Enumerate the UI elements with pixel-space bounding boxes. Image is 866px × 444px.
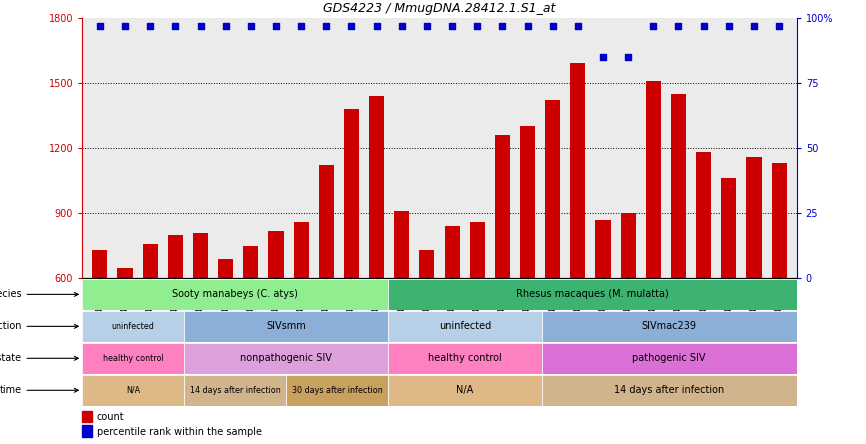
Text: species: species bbox=[0, 289, 78, 299]
Point bbox=[345, 22, 359, 29]
Text: percentile rank within the sample: percentile rank within the sample bbox=[97, 427, 262, 437]
Text: infection: infection bbox=[0, 321, 78, 331]
Bar bbox=[118, 268, 132, 278]
Bar bbox=[294, 222, 308, 278]
Point bbox=[370, 22, 384, 29]
Bar bbox=[389, 343, 541, 374]
Text: SIVsmm: SIVsmm bbox=[267, 321, 307, 331]
Bar bbox=[541, 343, 797, 374]
Point bbox=[546, 22, 559, 29]
Bar bbox=[268, 230, 283, 278]
Bar bbox=[184, 311, 389, 342]
Text: uninfected: uninfected bbox=[439, 321, 491, 331]
Text: Rhesus macaques (M. mulatta): Rhesus macaques (M. mulatta) bbox=[516, 289, 669, 299]
Bar bbox=[389, 311, 541, 342]
Bar bbox=[82, 279, 389, 310]
Text: 14 days after infection: 14 days after infection bbox=[614, 385, 724, 395]
Bar bbox=[469, 222, 485, 278]
Text: N/A: N/A bbox=[126, 386, 140, 395]
Bar bbox=[82, 343, 184, 374]
Text: count: count bbox=[97, 412, 124, 422]
Text: healthy control: healthy control bbox=[103, 354, 164, 363]
Point bbox=[219, 22, 233, 29]
Point bbox=[93, 22, 107, 29]
Bar bbox=[696, 152, 711, 278]
Bar bbox=[82, 411, 92, 423]
Point bbox=[722, 22, 736, 29]
Bar bbox=[193, 233, 208, 278]
Bar bbox=[571, 63, 585, 278]
Point bbox=[571, 22, 585, 29]
Text: pathogenic SIV: pathogenic SIV bbox=[632, 353, 706, 363]
Bar bbox=[721, 178, 736, 278]
Bar bbox=[596, 220, 611, 278]
Bar bbox=[369, 96, 385, 278]
Point bbox=[320, 22, 333, 29]
Bar bbox=[621, 213, 636, 278]
Bar bbox=[82, 375, 184, 406]
Point bbox=[420, 22, 434, 29]
Bar bbox=[541, 375, 797, 406]
Bar bbox=[344, 109, 359, 278]
Text: nonpathogenic SIV: nonpathogenic SIV bbox=[241, 353, 333, 363]
Bar bbox=[746, 157, 761, 278]
Bar bbox=[541, 311, 797, 342]
Point bbox=[395, 22, 409, 29]
Bar bbox=[243, 246, 258, 278]
Text: N/A: N/A bbox=[456, 385, 474, 395]
Text: time: time bbox=[0, 385, 78, 395]
Title: GDS4223 / MmugDNA.28412.1.S1_at: GDS4223 / MmugDNA.28412.1.S1_at bbox=[323, 2, 556, 15]
Text: 30 days after infection: 30 days after infection bbox=[292, 386, 383, 395]
Bar bbox=[82, 425, 92, 437]
Bar bbox=[319, 166, 333, 278]
Point bbox=[596, 53, 610, 60]
Bar bbox=[82, 311, 184, 342]
Bar bbox=[389, 279, 797, 310]
Point bbox=[621, 53, 635, 60]
Bar bbox=[772, 163, 786, 278]
Bar bbox=[520, 127, 535, 278]
Point bbox=[118, 22, 132, 29]
Bar bbox=[419, 250, 435, 278]
Point bbox=[470, 22, 484, 29]
Point bbox=[495, 22, 509, 29]
Bar bbox=[546, 100, 560, 278]
Text: SIVmac239: SIVmac239 bbox=[642, 321, 696, 331]
Bar bbox=[646, 81, 661, 278]
Bar bbox=[184, 375, 287, 406]
Point bbox=[747, 22, 761, 29]
Point bbox=[646, 22, 660, 29]
Point bbox=[697, 22, 711, 29]
Bar bbox=[394, 211, 410, 278]
Bar bbox=[218, 259, 233, 278]
Bar bbox=[184, 343, 389, 374]
Point bbox=[143, 22, 157, 29]
Text: uninfected: uninfected bbox=[112, 322, 155, 331]
Point bbox=[445, 22, 459, 29]
Point bbox=[294, 22, 308, 29]
Point bbox=[244, 22, 258, 29]
Bar bbox=[671, 94, 686, 278]
Text: 14 days after infection: 14 days after infection bbox=[190, 386, 281, 395]
Text: Sooty manabeys (C. atys): Sooty manabeys (C. atys) bbox=[172, 289, 298, 299]
Bar bbox=[444, 226, 460, 278]
Point bbox=[168, 22, 182, 29]
Bar bbox=[287, 375, 389, 406]
Point bbox=[671, 22, 685, 29]
Point bbox=[269, 22, 283, 29]
Text: disease state: disease state bbox=[0, 353, 78, 363]
Point bbox=[194, 22, 208, 29]
Point bbox=[772, 22, 786, 29]
Point bbox=[520, 22, 534, 29]
Bar bbox=[168, 235, 183, 278]
Bar bbox=[389, 375, 541, 406]
Bar bbox=[143, 244, 158, 278]
Bar bbox=[93, 250, 107, 278]
Bar bbox=[494, 135, 510, 278]
Text: healthy control: healthy control bbox=[428, 353, 502, 363]
